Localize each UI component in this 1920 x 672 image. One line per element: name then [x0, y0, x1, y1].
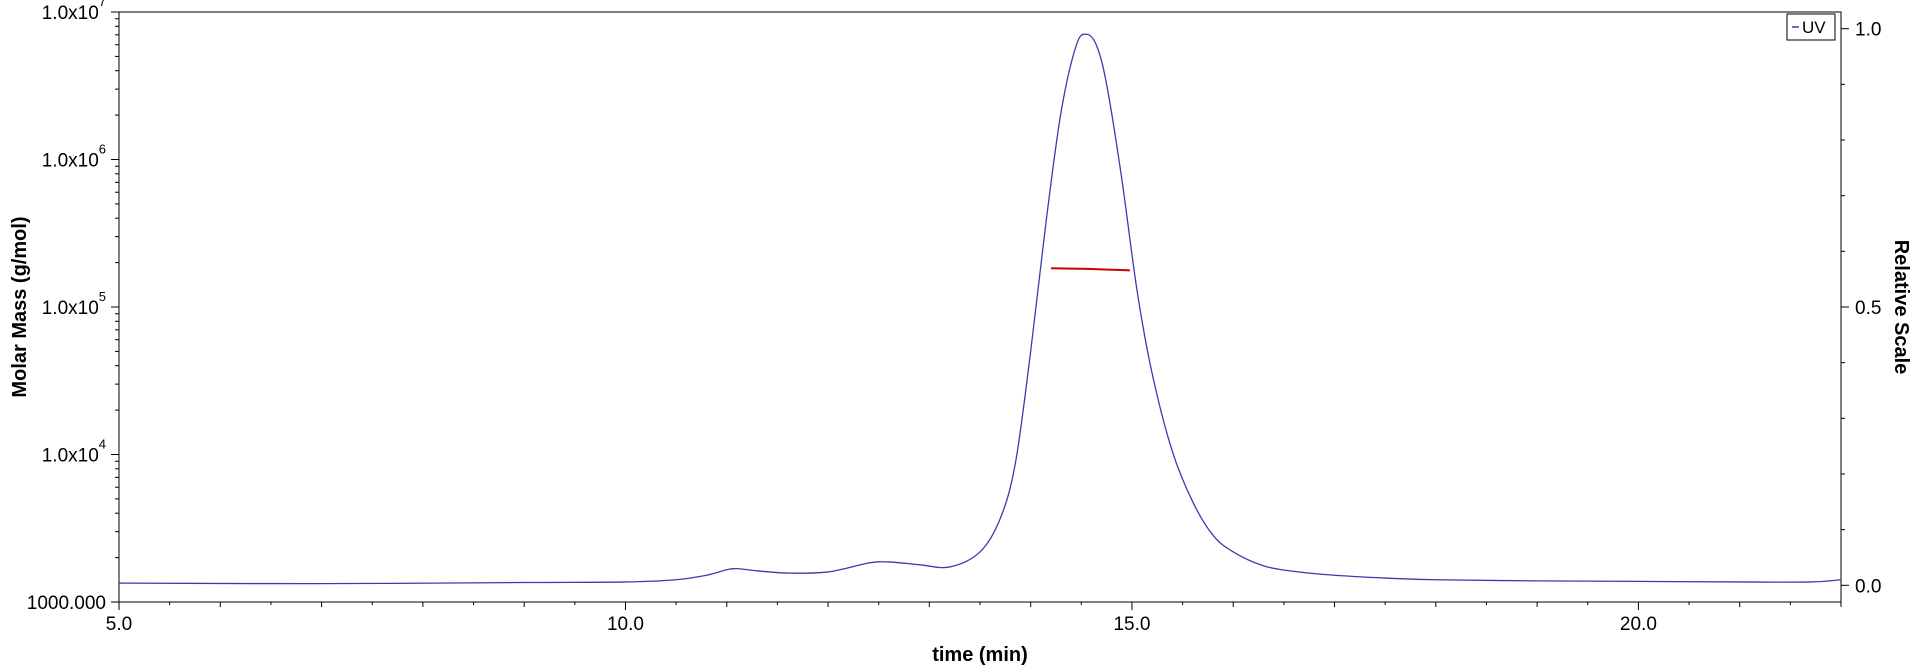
plot-frame [118, 11, 1842, 603]
x-tick-label: 20.0 [1620, 614, 1657, 635]
left-tick-mantissa: 1.0x10 [42, 446, 99, 467]
left-tick-mantissa: 1.0x10 [42, 3, 99, 24]
left-tick-exponent: 4 [99, 437, 106, 452]
series-layer [118, 33, 1842, 585]
left-tick-mantissa: 1000.000 [27, 593, 106, 614]
left-tick-label: 1000.000 [27, 593, 106, 614]
right-axis-title: Relative Scale [1890, 240, 1912, 375]
left-tick-exponent: 7 [99, 0, 106, 9]
uv-trace [118, 33, 1842, 585]
x-tick-label: 5.0 [106, 614, 132, 635]
right-tick-label: 0.0 [1855, 576, 1881, 597]
legend-label-uv: UV [1802, 18, 1826, 37]
left-axis-title: Molar Mass (g/mol) [9, 216, 31, 397]
left-tick-mantissa: 1.0x10 [42, 298, 99, 319]
left-tick-mantissa: 1.0x10 [42, 151, 99, 172]
molar-mass-trace [1050, 267, 1130, 272]
left-tick-label: 1.0x107 [42, 0, 106, 24]
x-axis-ticks: 5.0 10.0 15.0 20.0 [106, 602, 1842, 635]
x-axis-title: time (min) [932, 644, 1028, 666]
left-tick-label: 1.0x105 [42, 289, 106, 319]
right-tick-label: 0.5 [1855, 298, 1881, 319]
legend: UV [1786, 13, 1836, 41]
left-tick-label: 1.0x106 [42, 142, 106, 172]
left-tick-exponent: 6 [99, 142, 106, 157]
left-tick-label: 1.0x104 [42, 437, 106, 467]
right-tick-label: 1.0 [1855, 20, 1881, 41]
right-axis-ticks: 0.0 0.5 1.0 [1841, 20, 1881, 597]
x-tick-label: 15.0 [1113, 614, 1150, 635]
x-tick-label: 10.0 [607, 614, 644, 635]
left-tick-exponent: 5 [99, 289, 106, 304]
